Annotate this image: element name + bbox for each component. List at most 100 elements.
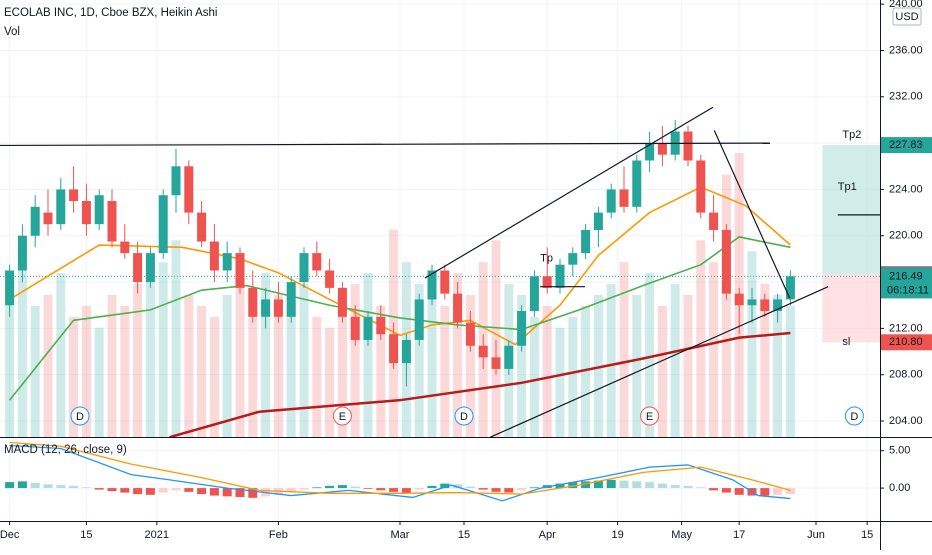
macd-histogram-bar: [773, 488, 783, 495]
candle-body: [478, 345, 488, 358]
event-marker[interactable]: [844, 406, 864, 426]
volume-bar: [683, 294, 693, 437]
volume-bar: [107, 294, 117, 437]
volume-bar: [670, 284, 680, 437]
symbol-legend: ECOLAB INC, 1D, Cboe BZX, Heikin Ashi: [4, 7, 217, 19]
macd-histogram-bar: [401, 488, 411, 493]
trend-line[interactable]: [424, 106, 714, 279]
volume-bar: [5, 284, 15, 437]
macd-line: [9, 441, 791, 495]
volume-bar: [133, 284, 143, 437]
macd-histogram-bar: [120, 488, 130, 493]
macd-histogram-bar: [555, 483, 565, 489]
volume-bar: [465, 294, 475, 437]
candle-body: [30, 206, 40, 236]
candle-body: [350, 316, 360, 340]
macd-histogram-bar: [363, 488, 373, 489]
x-tick-label: 2021: [145, 529, 169, 541]
volume-bar: [158, 262, 168, 437]
macd-histogram-bar: [222, 488, 232, 497]
x-tick-label: Dec: [0, 529, 20, 541]
macd-histogram-bar: [760, 488, 770, 496]
y-tick-label: 204.00: [889, 415, 923, 427]
y-tick-label: 212.00: [889, 322, 923, 334]
volume-bar: [747, 251, 757, 437]
macd-histogram-bar: [158, 488, 168, 493]
x-tick-label: May: [671, 529, 692, 541]
candle-body: [760, 299, 770, 312]
macd-histogram-bar: [5, 482, 15, 489]
candle-body: [773, 299, 783, 312]
candle-body: [299, 253, 309, 283]
macd-histogram-bar: [517, 488, 527, 491]
candle-body: [337, 287, 347, 317]
trend-line[interactable]: [0, 142, 770, 147]
event-marker[interactable]: [70, 406, 90, 426]
macd-histogram-bar: [734, 488, 744, 495]
macd-pane: [0, 438, 880, 521]
volume-bar: [222, 294, 232, 437]
candle-body: [645, 143, 655, 161]
zone-label: Tp2: [842, 129, 861, 141]
macd-histogram-bar: [312, 487, 322, 489]
candle-body: [69, 189, 79, 202]
volume-bar: [785, 305, 795, 437]
currency-box[interactable]: [892, 7, 922, 26]
trend-label: Tp1: [838, 181, 857, 193]
volume-bar: [286, 305, 296, 437]
candle-body: [427, 270, 437, 300]
price-tag-label: 227.83: [889, 139, 923, 151]
y-tick-label: 236.00: [889, 44, 923, 56]
macd-histogram-bar: [325, 485, 335, 489]
candle-body: [286, 282, 296, 317]
candle-body: [261, 299, 271, 317]
volume-bar: [555, 327, 565, 437]
candle-body: [363, 316, 373, 340]
macd-histogram-bar: [389, 488, 399, 492]
volume-bar: [363, 273, 373, 437]
x-tick-label: Apr: [539, 529, 556, 541]
macd-histogram-bar: [632, 481, 642, 489]
candle-body: [721, 229, 731, 294]
event-marker[interactable]: [332, 406, 352, 426]
zone-label: sl: [842, 336, 850, 348]
candle-body: [81, 201, 91, 225]
y-tick-label: 220.00: [889, 230, 923, 242]
last-price-tag: [881, 268, 932, 299]
volume-bar: [235, 284, 245, 437]
candle-body: [453, 293, 463, 323]
macd-histogram-bar: [504, 488, 514, 493]
candle-body: [517, 311, 527, 346]
volume-bar: [709, 262, 719, 437]
macd-histogram-bar: [529, 487, 539, 489]
event-marker[interactable]: [640, 406, 660, 426]
y-tick-label: 0.00: [889, 482, 910, 494]
macd-histogram-bar: [43, 484, 53, 489]
event-marker[interactable]: [454, 406, 474, 426]
macd-histogram-bar: [657, 483, 667, 489]
macd-histogram-bar: [581, 481, 591, 489]
volume-bar: [17, 262, 27, 437]
volume-bar: [248, 305, 258, 437]
currency[interactable]: USD: [895, 11, 918, 23]
volume-bar: [529, 316, 539, 437]
macd-histogram-bar: [491, 488, 501, 492]
candle-body: [273, 299, 283, 317]
candle-body: [696, 160, 706, 213]
candle-body: [401, 339, 411, 364]
candle-body: [120, 241, 130, 254]
candle-body: [785, 276, 795, 300]
volume-bar: [350, 284, 360, 437]
volume-bar: [760, 284, 770, 437]
trend-line[interactable]: [489, 286, 829, 438]
event-label: D: [76, 411, 84, 423]
macd-histogram-bar: [696, 487, 706, 489]
axes: Dec 15 2021 Feb Mar 15 Apr 19 May 17 Jun 15 204.00 20…: [0, 0, 932, 541]
macd-histogram-bar: [440, 483, 450, 489]
macd-histogram-bar: [709, 488, 719, 491]
trend-line[interactable]: [713, 130, 791, 299]
candle-body: [683, 131, 693, 161]
macd-histogram-bar: [197, 488, 207, 495]
